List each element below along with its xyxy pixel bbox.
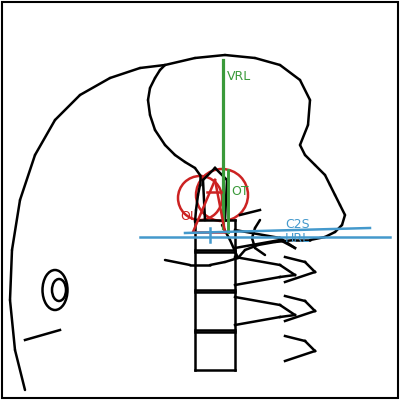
Text: C2S: C2S	[285, 218, 310, 231]
Text: HRL: HRL	[285, 232, 310, 245]
Text: VRL: VRL	[227, 70, 251, 83]
Text: OT: OT	[231, 185, 249, 198]
Text: OI: OI	[180, 210, 194, 223]
